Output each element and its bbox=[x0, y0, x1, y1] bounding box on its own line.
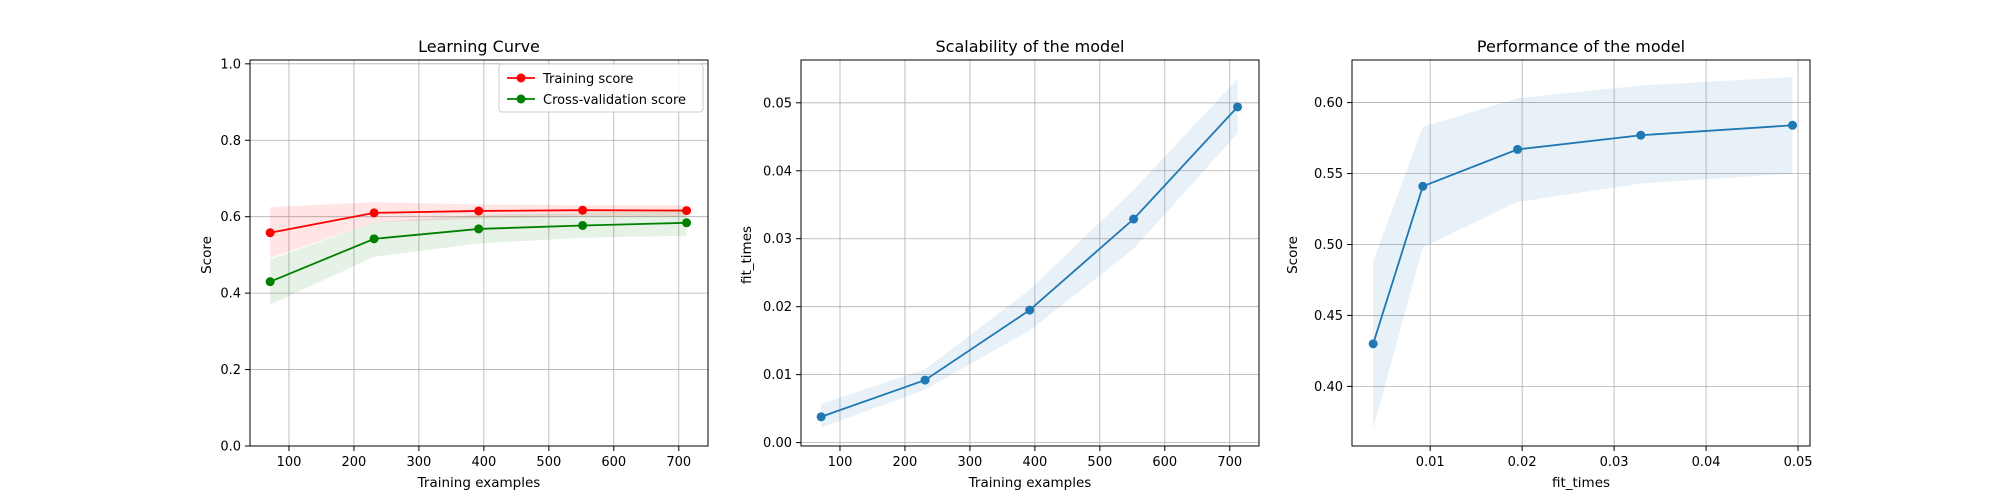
data-point bbox=[265, 277, 275, 287]
x-tick-label: 300 bbox=[406, 455, 431, 470]
x-tick-label: 500 bbox=[536, 455, 561, 470]
data-point bbox=[1129, 214, 1139, 224]
y-tick-label: 0.2 bbox=[220, 363, 241, 378]
data-point bbox=[578, 220, 588, 230]
panel-title: Performance of the model bbox=[1477, 37, 1685, 56]
x-tick-label: 700 bbox=[666, 455, 691, 470]
data-point bbox=[682, 218, 692, 228]
x-tick-label: 400 bbox=[1022, 455, 1047, 470]
y-tick-label: 0.50 bbox=[1314, 238, 1343, 253]
data-point bbox=[1418, 181, 1428, 191]
performance-panel: Performance of the model fit_times Score… bbox=[1285, 37, 1813, 491]
legend: Training score Cross-validation score bbox=[498, 63, 704, 113]
y-tick-label: 0.8 bbox=[220, 134, 241, 149]
x-tick-label: 0.05 bbox=[1784, 455, 1813, 470]
x-axis-label: Training examples bbox=[417, 475, 541, 491]
y-axis-label: fit_times bbox=[739, 226, 755, 284]
confidence-band bbox=[270, 209, 687, 305]
x-tick-label: 500 bbox=[1087, 455, 1112, 470]
x-tick-label: 600 bbox=[1152, 455, 1177, 470]
panel-title: Learning Curve bbox=[418, 37, 540, 56]
x-tick-label: 0.04 bbox=[1692, 455, 1721, 470]
data-point bbox=[1636, 130, 1646, 140]
data-point bbox=[474, 224, 484, 234]
x-tick-label: 0.03 bbox=[1600, 455, 1629, 470]
x-tick-label: 0.01 bbox=[1416, 455, 1445, 470]
y-tick-label: 0.45 bbox=[1314, 309, 1343, 324]
y-tick-label: 0.55 bbox=[1314, 167, 1343, 182]
legend-box bbox=[498, 63, 704, 113]
scalability-panel: Scalability of the model Training exampl… bbox=[739, 37, 1260, 491]
data-point bbox=[1513, 144, 1523, 154]
data-point bbox=[1368, 339, 1378, 349]
y-tick-label: 0.00 bbox=[763, 436, 792, 451]
y-tick-label: 0.40 bbox=[1314, 380, 1343, 395]
data-point bbox=[474, 206, 484, 216]
data-point bbox=[1788, 120, 1798, 130]
plot-area: 100 200 300 400 500 600 700 0.00 0.01 0.02 0.03 0.0… bbox=[763, 59, 1260, 470]
x-tick-label: 200 bbox=[893, 455, 918, 470]
data-point bbox=[578, 205, 588, 215]
y-tick-label: 1.0 bbox=[220, 57, 241, 72]
plot-area: 100 200 300 400 500 600 700 0.0 0.2 0.4 0.6 0.8 1.0 bbox=[220, 57, 709, 470]
data-point bbox=[920, 375, 930, 385]
plot-area: 0.01 0.02 0.03 0.04 0.05 0.40 0.45 0.50 0.55 0.60 bbox=[1314, 59, 1813, 470]
x-tick-label: 0.02 bbox=[1508, 455, 1537, 470]
x-tick-label: 100 bbox=[277, 455, 302, 470]
data-point bbox=[1025, 305, 1035, 315]
y-tick-label: 0.01 bbox=[763, 368, 792, 383]
learning-curve-panel: Learning Curve Training examples Score 1… bbox=[199, 37, 709, 491]
y-tick-label: 0.4 bbox=[220, 287, 241, 302]
y-tick-label: 0.0 bbox=[220, 440, 241, 455]
axes-frame bbox=[1351, 59, 1811, 447]
data-point bbox=[265, 228, 275, 238]
axes-frame bbox=[249, 59, 709, 447]
panel-title: Scalability of the model bbox=[936, 37, 1125, 56]
x-tick-label: 700 bbox=[1217, 455, 1242, 470]
x-tick-label: 100 bbox=[828, 455, 853, 470]
y-tick-label: 0.05 bbox=[763, 96, 792, 111]
y-axis-label: Score bbox=[1285, 236, 1301, 274]
data-point bbox=[682, 206, 692, 216]
legend-label-cv: Cross-validation score bbox=[543, 93, 686, 108]
x-tick-label: 200 bbox=[342, 455, 367, 470]
x-axis-label: fit_times bbox=[1552, 475, 1610, 491]
legend-marker-cv bbox=[516, 94, 526, 104]
y-axis-label: Score bbox=[199, 236, 215, 274]
axes-frame bbox=[800, 59, 1260, 447]
confidence-band bbox=[821, 79, 1238, 428]
x-axis-label: Training examples bbox=[968, 475, 1092, 491]
data-point bbox=[1233, 102, 1243, 112]
y-tick-label: 0.6 bbox=[220, 210, 241, 225]
data-point bbox=[816, 412, 826, 422]
x-tick-label: 300 bbox=[957, 455, 982, 470]
y-tick-label: 0.02 bbox=[763, 300, 792, 315]
data-point bbox=[369, 208, 379, 218]
y-tick-label: 0.60 bbox=[1314, 96, 1343, 111]
y-tick-label: 0.03 bbox=[763, 232, 792, 247]
data-point bbox=[369, 234, 379, 244]
x-tick-label: 600 bbox=[601, 455, 626, 470]
y-tick-label: 0.04 bbox=[763, 164, 792, 179]
legend-marker-training bbox=[516, 73, 526, 83]
x-tick-label: 400 bbox=[471, 455, 496, 470]
legend-label-training: Training score bbox=[542, 72, 633, 87]
